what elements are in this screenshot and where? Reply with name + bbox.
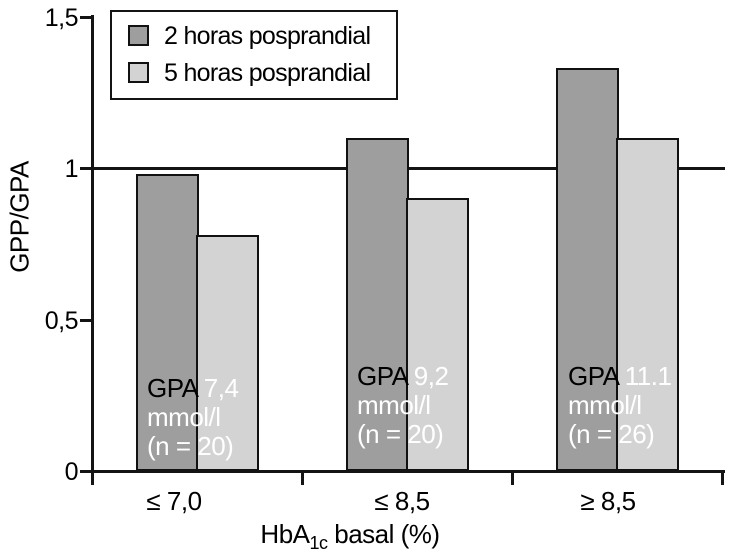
- annotation-n: (n = 26): [568, 419, 655, 449]
- x-category-label: ≤ 7,0: [146, 486, 202, 516]
- y-tick-label: 1,5: [44, 3, 79, 32]
- legend-swatch-2h: [128, 25, 149, 46]
- y-tick-label: 1: [64, 155, 79, 183]
- y-tick-1: [80, 167, 92, 170]
- x-axis-title-base: HbA: [260, 519, 310, 549]
- x-axis-title: HbA1c basal (%): [200, 519, 500, 554]
- annotation-value: 11.1: [624, 361, 672, 391]
- annotation-prefix: GPA: [357, 361, 408, 391]
- annotation-unit: mmol/l: [568, 390, 642, 420]
- annotation-prefix: GPA: [147, 373, 198, 403]
- annotation-group-3: GPA 11.1 mmol/l (n = 26): [568, 361, 672, 449]
- y-axis-title: GPP/GPA: [4, 161, 35, 273]
- annotation-n: (n = 20): [357, 419, 444, 449]
- x-tick-2: [511, 470, 514, 485]
- y-axis: [91, 15, 94, 485]
- x-tick-1: [301, 470, 304, 485]
- legend-swatch-5h: [128, 62, 149, 83]
- y-tick-0: [80, 470, 92, 473]
- legend-label-2h: 2 horas posprandial: [164, 22, 371, 50]
- legend: 2 horas posprandial 5 horas posprandial: [110, 10, 398, 100]
- x-category-label: ≥ 8,5: [580, 486, 636, 516]
- y-tick-1-5: [80, 15, 92, 19]
- x-axis-title-subscript: 1c: [309, 533, 329, 554]
- bar-2h-leq7: [136, 174, 199, 471]
- x-category-label: ≤ 8,5: [374, 486, 430, 516]
- legend-label-5h: 5 horas posprandial: [164, 59, 371, 87]
- bar-5h-leq85: [406, 198, 469, 471]
- reference-line: [93, 167, 725, 170]
- bar-5h-geq85: [616, 137, 679, 471]
- annotation-value: 7,4: [203, 373, 239, 403]
- x-axis-title-rest: basal (%): [327, 519, 440, 549]
- annotation-group-2: GPA 9,2 mmol/l (n = 20): [357, 361, 449, 449]
- y-tick-0-5: [80, 318, 92, 322]
- x-tick-3: [721, 470, 724, 485]
- bar-5h-leq7: [196, 234, 259, 471]
- x-axis: [91, 470, 725, 473]
- y-tick-label: 0: [64, 458, 79, 486]
- annotation-value: 9,2: [413, 361, 449, 391]
- annotation-prefix: GPA: [568, 361, 619, 391]
- y-tick-label: 0,5: [44, 306, 79, 335]
- annotation-group-1: GPA 7,4 mmol/l (n = 20): [147, 373, 239, 461]
- annotation-n: (n = 20): [147, 431, 234, 461]
- annotation-unit: mmol/l: [357, 390, 431, 420]
- annotation-unit: mmol/l: [147, 402, 221, 432]
